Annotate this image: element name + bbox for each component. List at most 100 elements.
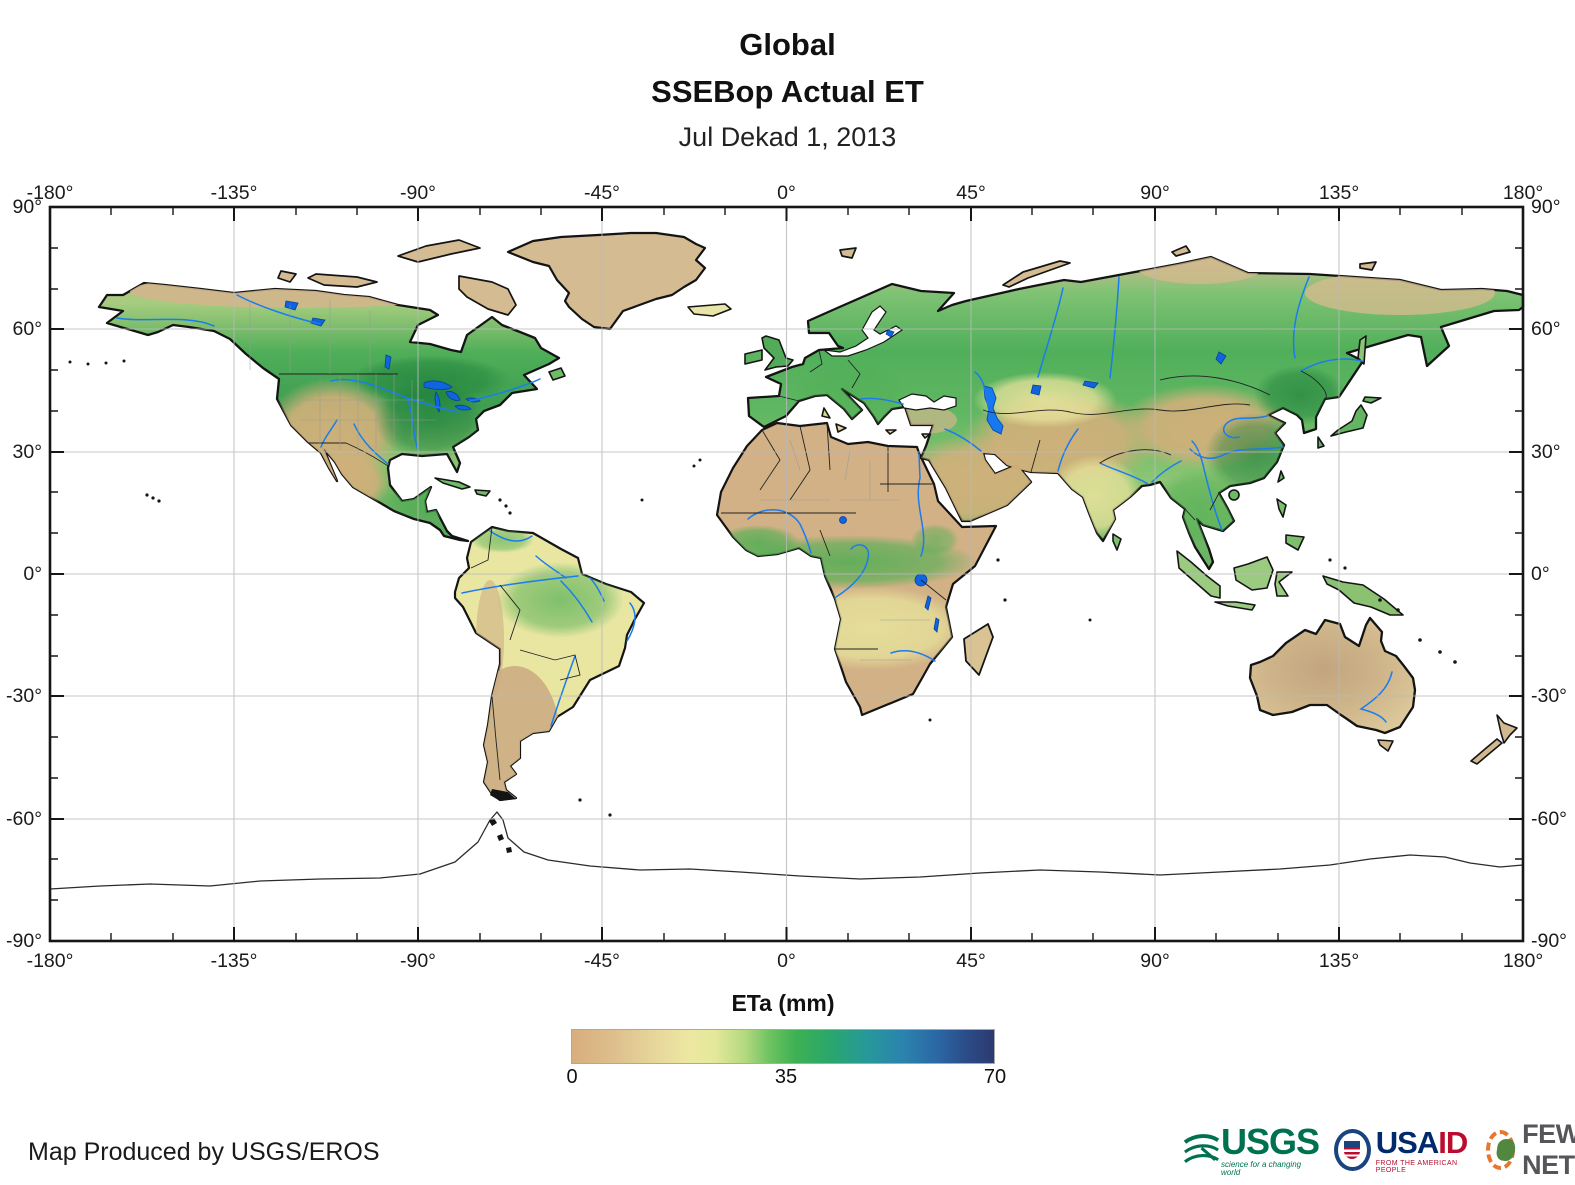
river-colorado	[320, 419, 338, 448]
hainan	[1228, 489, 1240, 501]
cyprus	[921, 433, 931, 439]
usaid-tagline: FROM THE AMERICAN PEOPLE	[1375, 1159, 1458, 1174]
lat-label: 0°	[23, 563, 42, 585]
lat-label: -60°	[1531, 808, 1567, 830]
java	[1214, 601, 1256, 611]
river-indus	[1057, 428, 1079, 472]
latitude-labels-left: 90° 60° 30° 0° -30° -60° -90°	[6, 196, 42, 952]
lat-label: -90°	[6, 930, 42, 952]
lon-label: 45°	[956, 950, 986, 972]
usaid-shield-icon	[1344, 1141, 1361, 1159]
river-danube	[860, 397, 904, 405]
lon-label: 90°	[1140, 950, 1170, 972]
river-lena	[1292, 276, 1310, 359]
lake-superior	[423, 380, 453, 391]
usgs-logo: USGS science for a changing world	[1182, 1123, 1320, 1177]
rivers	[116, 276, 1393, 727]
river-mackenzie	[236, 294, 321, 325]
river-congo	[835, 544, 870, 598]
tasmania	[1377, 739, 1394, 752]
mindanao	[1285, 534, 1305, 551]
lake-malawi	[933, 617, 940, 633]
lon-label: 0°	[777, 182, 796, 204]
lake-baikal	[1215, 351, 1227, 365]
river-mekong	[1191, 440, 1223, 531]
banks-island	[277, 270, 297, 283]
north-america	[97, 281, 561, 543]
hispaniola	[474, 489, 491, 497]
lon-label: -45°	[584, 950, 620, 972]
legend-tick-mid: 35	[774, 1066, 798, 1088]
river-rio-grande	[353, 423, 389, 465]
crete	[885, 429, 897, 435]
river-amur	[1300, 358, 1363, 372]
river-yellow	[1222, 415, 1268, 439]
greenland	[506, 231, 707, 331]
river-sao-francisco	[626, 602, 636, 642]
lat-label: 90°	[13, 196, 43, 218]
new-guinea	[1322, 575, 1404, 616]
map-title-line1: Global	[739, 27, 836, 62]
logo-row: USGS science for a changing world USAID …	[1182, 1119, 1575, 1180]
river-parana	[550, 655, 576, 727]
tierra-del-fuego	[490, 789, 516, 801]
nz-north	[1496, 714, 1518, 744]
usgs-swoosh-icon	[1183, 1134, 1220, 1164]
sakhalin	[1357, 335, 1367, 365]
lat-label: -30°	[6, 685, 42, 707]
newfoundland	[548, 367, 566, 381]
river-yenisei	[1109, 276, 1120, 379]
luzon	[1276, 498, 1287, 518]
fewsnet-globe-land	[1496, 1137, 1517, 1163]
river-st-lawrence	[469, 378, 541, 402]
river-tapajos	[589, 577, 605, 602]
baffin-island	[458, 275, 517, 316]
river-negro	[535, 555, 567, 579]
lat-label: -30°	[1531, 685, 1567, 707]
novaya-zemlya	[1002, 260, 1071, 288]
title-block: Global SSEBop Actual ET Jul Dekad 1, 201…	[0, 22, 1575, 158]
legend-tick-max: 70	[983, 1066, 1007, 1088]
river-missouri	[330, 378, 408, 399]
svalbard	[839, 247, 857, 259]
lat-label: 60°	[13, 318, 43, 340]
fewsnet-logo: FEWS NET	[1486, 1119, 1575, 1181]
sicily	[835, 423, 847, 433]
river-yangtze	[1189, 446, 1284, 460]
legend-title: ETa (mm)	[731, 990, 835, 1016]
great-bear-lake	[284, 300, 299, 311]
ireland	[744, 349, 763, 365]
lon-label: -135°	[211, 182, 258, 204]
honshu	[1330, 404, 1368, 437]
longitude-labels-top: -180° -135° -90° -45° 0° 45° 90° 135° 18…	[27, 182, 1544, 204]
hokkaido	[1362, 396, 1382, 404]
madagascar	[963, 623, 994, 676]
map-date: Jul Dekad 1, 2013	[678, 122, 897, 152]
river-niger	[747, 508, 812, 554]
usaid-text-blue: USA	[1375, 1124, 1439, 1160]
lake-ladoga	[885, 329, 895, 338]
severnaya-zemlya	[1171, 245, 1191, 257]
river-tigris	[944, 428, 982, 452]
sri-lanka	[1112, 533, 1122, 551]
lon-label: -90°	[400, 950, 436, 972]
fewsnet-globe-icon	[1486, 1130, 1517, 1170]
cuba	[434, 477, 471, 490]
kyushu	[1317, 436, 1325, 449]
lon-label: 180°	[1503, 182, 1543, 204]
lon-label: 180°	[1503, 950, 1543, 972]
lake-erie	[454, 404, 472, 411]
lake-tanganyika	[924, 595, 932, 611]
lon-label: 0°	[777, 950, 796, 972]
lake-chad	[839, 516, 847, 524]
iceland	[687, 303, 732, 317]
lon-label: -45°	[584, 182, 620, 204]
antarctic-peninsula-rocks	[489, 818, 512, 853]
river-brahmaputra	[1151, 460, 1182, 483]
lon-label: -180°	[27, 182, 74, 204]
lake-balkhash	[1082, 380, 1099, 389]
lat-label: 30°	[13, 441, 43, 463]
black-sea	[898, 393, 957, 411]
